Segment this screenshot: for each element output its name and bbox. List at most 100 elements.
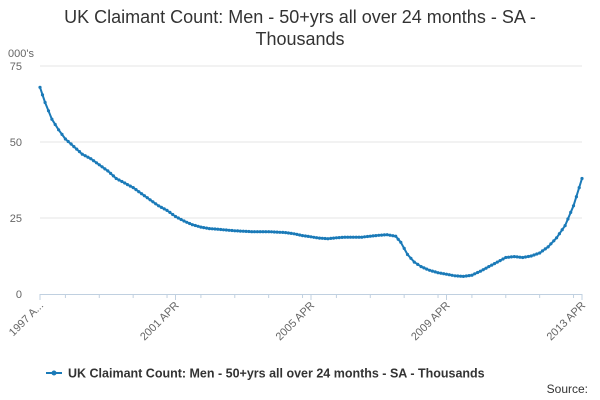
data-point	[521, 255, 525, 260]
x-tick-label-1: 2001 APR	[138, 300, 182, 344]
data-point	[504, 255, 508, 260]
data-point	[560, 228, 564, 232]
data-point	[261, 230, 265, 234]
y-tick-label-25: 25	[10, 213, 22, 225]
data-point	[264, 230, 268, 234]
data-point	[272, 230, 276, 234]
data-point	[69, 142, 73, 146]
data-point	[566, 217, 570, 221]
grid-lines	[40, 65, 582, 219]
data-point	[549, 242, 553, 246]
data-point	[207, 227, 211, 231]
data-point	[238, 229, 242, 233]
data-point	[563, 224, 567, 228]
data-point	[224, 228, 228, 232]
data-point	[267, 230, 271, 234]
data-point	[233, 229, 237, 233]
data-point	[412, 260, 416, 264]
x-tick-label-4: 2013 APR	[545, 300, 589, 344]
data-point	[295, 232, 299, 236]
data-point	[354, 235, 358, 239]
data-point	[357, 235, 361, 239]
data-point	[298, 233, 302, 237]
data-point	[439, 271, 443, 275]
data-point	[250, 230, 254, 234]
data-point	[142, 194, 146, 198]
data-point	[60, 132, 64, 136]
data-point	[495, 260, 499, 264]
data-point	[340, 235, 344, 239]
y-tick-label-50: 50	[10, 137, 22, 149]
data-point	[419, 265, 423, 269]
data-point	[543, 247, 547, 251]
data-point	[269, 230, 274, 234]
data-point	[555, 236, 559, 240]
data-point	[456, 274, 460, 278]
data-point	[173, 214, 178, 219]
data-point	[128, 184, 132, 188]
data-point	[577, 186, 581, 190]
data-point	[546, 245, 550, 249]
data-point	[188, 221, 192, 226]
data-point	[360, 235, 364, 239]
data-point	[185, 220, 189, 224]
data-point	[473, 272, 477, 276]
data-point	[145, 196, 149, 200]
data-point	[382, 233, 386, 237]
data-point	[205, 226, 209, 230]
data-point	[481, 268, 485, 272]
data-point	[396, 237, 400, 241]
data-point	[281, 230, 285, 234]
data-point	[114, 176, 118, 181]
data-point	[326, 237, 330, 241]
data-point	[244, 229, 248, 233]
data-point	[190, 223, 194, 227]
data-point	[444, 272, 449, 276]
data-point	[436, 271, 440, 275]
data-point	[571, 204, 576, 208]
data-point	[343, 235, 347, 239]
data-point	[182, 219, 186, 223]
data-point	[532, 253, 536, 257]
data-point	[80, 152, 84, 156]
data-point	[317, 236, 322, 240]
data-point	[391, 234, 395, 238]
data-point	[394, 234, 398, 238]
data-point	[131, 186, 135, 190]
data-point	[162, 207, 166, 211]
data-point	[425, 267, 429, 271]
data-point	[315, 236, 319, 240]
data-point	[309, 235, 313, 239]
data-point	[405, 252, 410, 257]
data-point	[484, 266, 488, 270]
data-point	[196, 224, 200, 228]
data-point	[89, 157, 93, 161]
data-point	[428, 268, 432, 272]
data-point	[230, 228, 234, 233]
data-point	[210, 227, 214, 231]
data-point	[148, 198, 152, 202]
data-point	[368, 234, 372, 238]
data-point	[134, 188, 138, 192]
data-point	[57, 128, 61, 132]
data-point	[535, 252, 539, 256]
legend[interactable]: UK Claimant Count: Men - 50+yrs all over…	[46, 367, 485, 381]
data-point	[157, 204, 161, 208]
data-point	[137, 190, 141, 194]
data-point	[538, 251, 542, 255]
series-layer	[38, 85, 584, 278]
data-point	[300, 234, 305, 238]
data-point	[159, 205, 163, 209]
y-axis-label: 000's	[8, 48, 34, 60]
data-point	[492, 262, 497, 266]
data-point	[221, 228, 226, 232]
data-point	[377, 233, 381, 237]
data-point	[284, 231, 288, 235]
data-point	[75, 147, 79, 151]
data-point	[292, 232, 296, 236]
data-point	[236, 229, 240, 233]
data-point	[515, 255, 519, 259]
data-point	[306, 234, 310, 238]
x-tick-label-2: 2005 APR	[274, 300, 318, 344]
x-tick-label-0: 1997 A...	[7, 300, 46, 339]
